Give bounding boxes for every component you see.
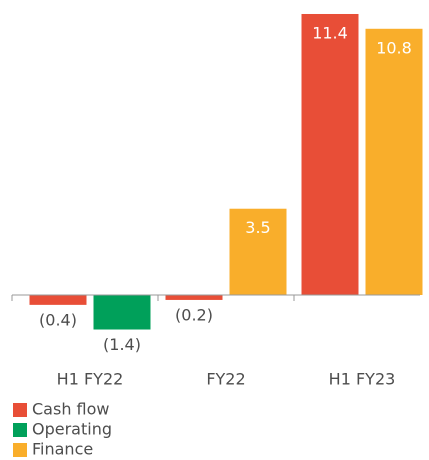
value-label: 3.5 bbox=[245, 218, 270, 237]
value-label: (1.4) bbox=[103, 335, 141, 354]
legend-label: Cash flow bbox=[32, 400, 110, 419]
bar bbox=[29, 295, 87, 305]
value-label: (0.2) bbox=[175, 305, 213, 324]
value-label: (0.4) bbox=[39, 310, 77, 329]
bar bbox=[165, 295, 223, 300]
value-label: 11.4 bbox=[312, 23, 348, 42]
bar bbox=[229, 208, 287, 295]
x-tick-label: FY22 bbox=[206, 370, 245, 389]
legend-label: Operating bbox=[32, 420, 112, 439]
bar bbox=[301, 13, 359, 296]
legend-swatch bbox=[13, 403, 27, 417]
legend-swatch bbox=[13, 443, 27, 457]
x-tick-label: H1 FY23 bbox=[329, 370, 396, 389]
bar bbox=[93, 295, 151, 330]
x-tick-label: H1 FY22 bbox=[57, 370, 124, 389]
value-label: 10.8 bbox=[376, 38, 412, 57]
legend-label: Finance bbox=[32, 440, 93, 459]
bar bbox=[365, 28, 423, 296]
legend-swatch bbox=[13, 423, 27, 437]
